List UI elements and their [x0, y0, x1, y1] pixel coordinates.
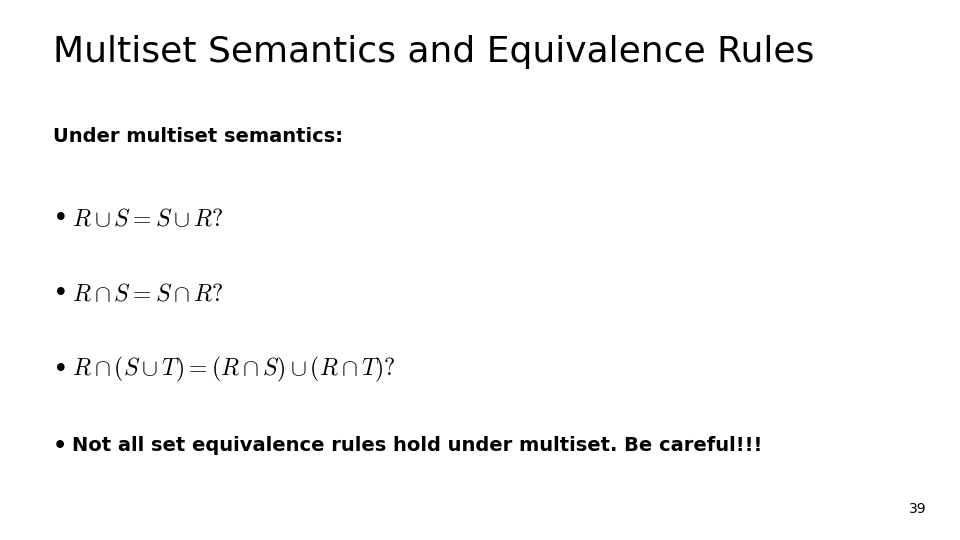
Text: •: •	[53, 206, 68, 232]
Text: Multiset Semantics and Equivalence Rules: Multiset Semantics and Equivalence Rules	[53, 35, 814, 69]
Text: $R \cap (S \cup T) = (R \cap S) \cup (R \cap T)?$: $R \cap (S \cup T) = (R \cap S) \cup (R …	[72, 355, 396, 384]
Text: $R \cap S = S \cap R?$: $R \cap S = S \cap R?$	[72, 282, 224, 306]
Text: •: •	[53, 357, 68, 383]
Text: •: •	[53, 281, 68, 307]
Text: $R \cup S = S \cup R?$: $R \cup S = S \cup R?$	[72, 207, 224, 231]
Text: Under multiset semantics:: Under multiset semantics:	[53, 127, 343, 146]
Text: 39: 39	[909, 502, 926, 516]
Text: Not all set equivalence rules hold under multiset. Be careful!!!: Not all set equivalence rules hold under…	[72, 436, 762, 455]
Text: •: •	[53, 435, 67, 456]
